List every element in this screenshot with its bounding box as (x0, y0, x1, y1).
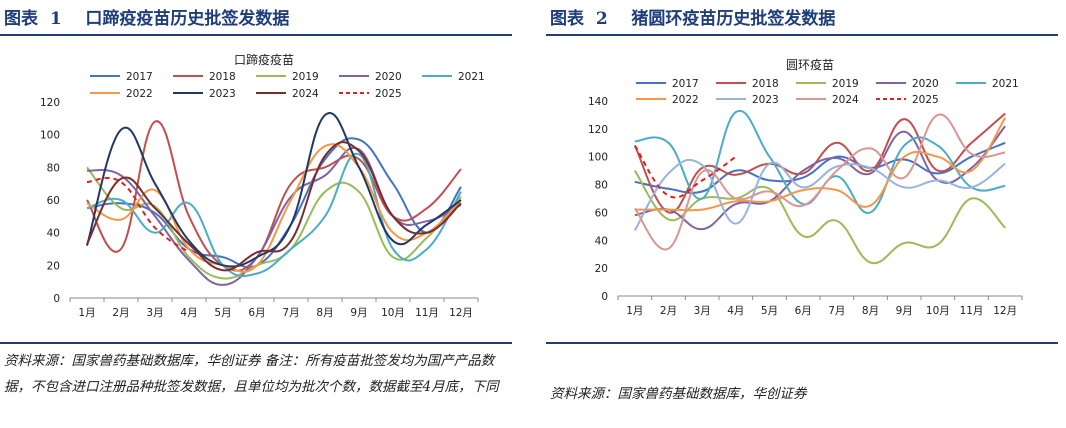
x-tick-label: 3月 (146, 307, 163, 319)
x-tick-label: 5月 (214, 307, 231, 319)
y-tick-label: 40 (595, 235, 608, 247)
series-line-2022 (87, 144, 461, 272)
x-tick-label: 4月 (727, 305, 744, 317)
legend-item: 2017 (90, 71, 153, 83)
chart-circovirus-vaccine: 圆环疫苗 2017 2018 2019 2020 2021 2022 2023 2024 2025… (546, 40, 1058, 335)
x-tick-label: 10月 (926, 305, 950, 317)
legend-item: 2021 (956, 78, 1019, 90)
x-tick-label: 3月 (694, 305, 711, 317)
legend-label: 2019 (292, 71, 319, 83)
legend-item: 2020 (339, 71, 402, 83)
x-tick-label: 1月 (78, 307, 95, 319)
x-tick-label: 2月 (112, 307, 129, 319)
y-tick-label: 100 (40, 130, 60, 142)
y-tick-label: 20 (595, 263, 608, 275)
legend-label: 2025 (375, 88, 402, 100)
legend-label: 2024 (292, 88, 319, 100)
legend-label: 2022 (672, 94, 699, 106)
y-tick-label: 0 (601, 291, 608, 303)
chart-title: 圆环疫苗 (786, 57, 834, 72)
x-tick-label: 12月 (993, 305, 1017, 317)
x-tick-label: 5月 (761, 305, 778, 317)
source-rule (546, 342, 1058, 344)
y-tick-label: 40 (47, 228, 60, 240)
legend-item: 2017 (636, 78, 699, 90)
y-tick-label: 120 (588, 124, 608, 136)
x-tick-label: 9月 (350, 307, 367, 319)
y-tick-label: 20 (47, 260, 60, 272)
legend-label: 2017 (672, 78, 699, 90)
legend-label: 2023 (209, 88, 236, 100)
legend-label: 2020 (912, 78, 939, 90)
x-tick-label: 6月 (795, 305, 812, 317)
x-tick-label: 2月 (660, 305, 677, 317)
legend-label: 2018 (209, 71, 236, 83)
legend-item: 2023 (173, 88, 236, 100)
x-tick-label: 1月 (626, 305, 643, 317)
legend-item: 2021 (422, 71, 485, 83)
legend-item: 2019 (256, 71, 319, 83)
y-tick-label: 60 (47, 195, 60, 207)
x-tick-label: 8月 (862, 305, 879, 317)
legend-label: 2021 (992, 78, 1019, 90)
series-line-2023 (87, 113, 461, 267)
legend-label: 2017 (126, 71, 153, 83)
x-tick-label: 12月 (449, 307, 473, 319)
x-tick-label: 4月 (180, 307, 197, 319)
y-tick-label: 60 (595, 207, 608, 219)
x-tick-label: 6月 (248, 307, 265, 319)
legend-item: 2024 (796, 94, 859, 106)
legend-label: 2018 (752, 78, 779, 90)
legend-item: 2020 (876, 78, 939, 90)
legend-label: 2023 (752, 94, 779, 106)
legend-item: 2019 (796, 78, 859, 90)
y-tick-label: 120 (40, 97, 60, 109)
figure-title: 图表 1 口蹄疫疫苗历史批签发数据 (4, 4, 289, 29)
figure-panel-2: 图表 2 猪圆环疫苗历史批签发数据 圆环疫苗 2017 2018 2019 2020 20… (546, 0, 1066, 428)
source-note: 资料来源：国家兽药基础数据库，华创证券 (550, 381, 1056, 407)
legend-item: 2022 (636, 94, 699, 106)
y-tick-label: 80 (595, 180, 608, 192)
x-tick-label: 7月 (828, 305, 845, 317)
y-tick-label: 80 (47, 162, 60, 174)
legend-label: 2025 (912, 94, 939, 106)
figure-title: 图表 2 猪圆环疫苗历史批签发数据 (550, 4, 835, 29)
x-tick-label: 10月 (381, 307, 405, 319)
legend-item: 2022 (90, 88, 153, 100)
legend-item: 2023 (716, 94, 779, 106)
legend-item: 2018 (716, 78, 779, 90)
chart-title: 口蹄疫疫苗 (234, 52, 294, 67)
legend-label: 2021 (458, 71, 485, 83)
y-tick-label: 0 (53, 293, 60, 305)
legend-label: 2020 (375, 71, 402, 83)
legend-item: 2025 (876, 94, 939, 106)
y-tick-label: 140 (588, 96, 608, 108)
y-tick-label: 100 (588, 152, 608, 164)
legend-label: 2019 (832, 78, 859, 90)
figure-panel-1: 图表 1 口蹄疫疫苗历史批签发数据 口蹄疫疫苗 2017 2018 2019 2020 2… (0, 0, 520, 428)
source-note: 资料来源：国家兽药基础数据库，华创证券 备注：所有疫苗批签发均为国产产品数据，不… (4, 348, 510, 400)
legend-item: 2025 (339, 88, 402, 100)
x-tick-label: 9月 (896, 305, 913, 317)
source-rule (0, 342, 512, 344)
legend-item: 2024 (256, 88, 319, 100)
x-tick-label: 7月 (282, 307, 299, 319)
x-tick-label: 8月 (316, 307, 333, 319)
legend-item: 2018 (173, 71, 236, 83)
title-rule (0, 34, 512, 36)
x-tick-label: 11月 (415, 307, 439, 319)
legend-label: 2022 (126, 88, 153, 100)
x-tick-label: 11月 (960, 305, 984, 317)
title-rule (546, 34, 1058, 36)
legend-label: 2024 (832, 94, 859, 106)
